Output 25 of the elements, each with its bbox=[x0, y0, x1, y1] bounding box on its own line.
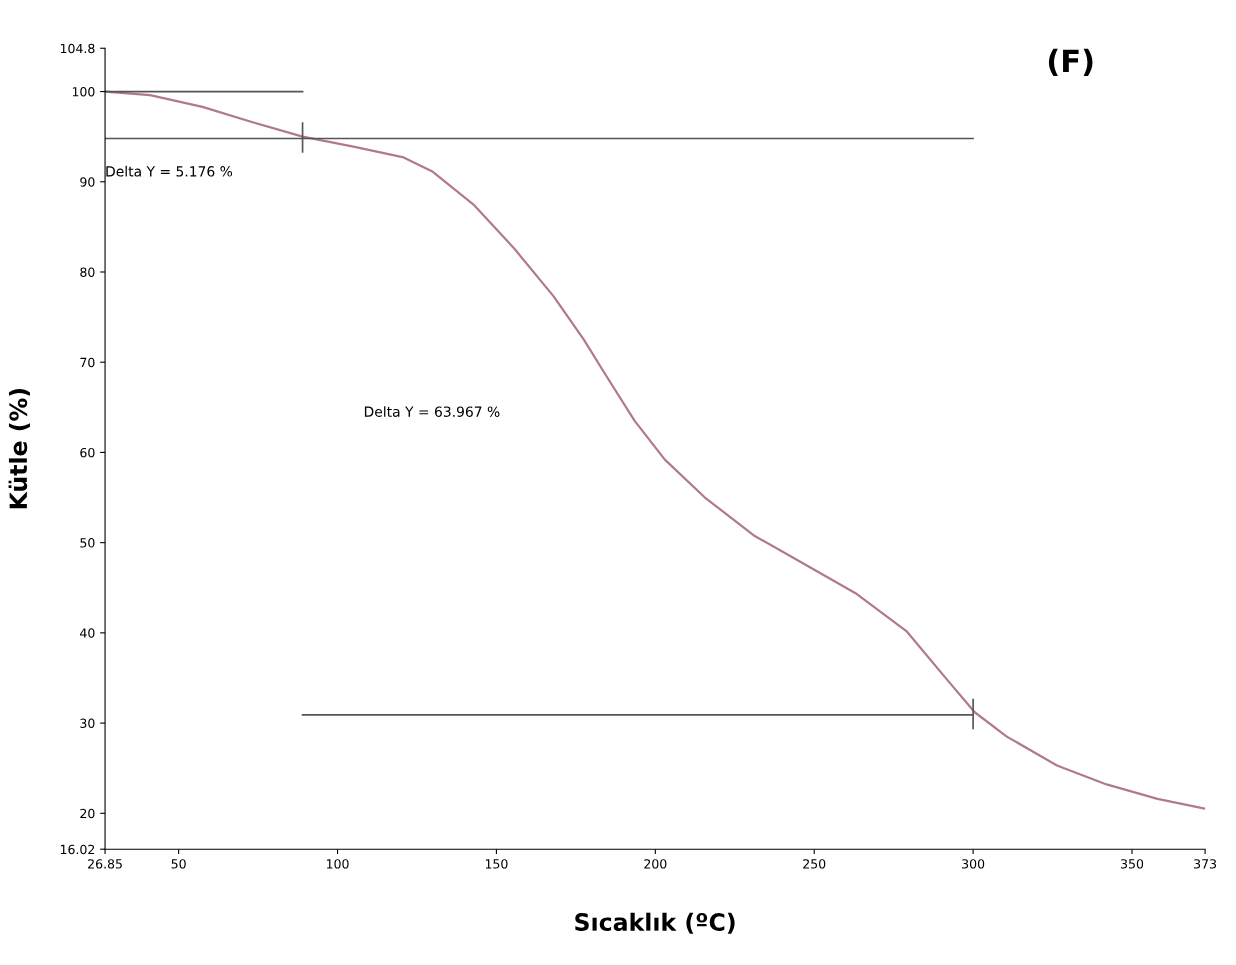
x-tick-label: 26.85 bbox=[88, 859, 122, 869]
annotation: Delta Y = 63.967 % bbox=[364, 406, 500, 417]
x-axis-title: Sıcaklık (ºC) bbox=[575, 912, 735, 934]
x-tick-label: 373 bbox=[1194, 859, 1217, 869]
y-tick-label: 70 bbox=[80, 357, 95, 368]
y-tick-label: 60 bbox=[80, 447, 95, 458]
x-tick-label: 150 bbox=[485, 859, 508, 869]
y-tick-label: 100 bbox=[72, 87, 95, 97]
chart-title: (F) bbox=[1048, 48, 1093, 76]
y-axis-title: Kütle (%) bbox=[8, 388, 30, 509]
y-tick-label: 40 bbox=[80, 628, 95, 638]
annotation: Delta Y = 5.176 % bbox=[106, 165, 233, 177]
x-tick-label: 350 bbox=[1121, 859, 1144, 869]
y-tick-label: 20 bbox=[80, 808, 95, 819]
x-tick-label: 200 bbox=[644, 859, 667, 869]
y-tick-label: 50 bbox=[80, 538, 95, 548]
y-tick-label: 80 bbox=[80, 267, 95, 277]
x-tick-label: 100 bbox=[326, 859, 349, 869]
y-tick-label: 30 bbox=[80, 718, 95, 728]
y-tick-label: 16.02 bbox=[60, 844, 95, 855]
x-tick-label: 300 bbox=[962, 859, 985, 869]
y-tick-label: 104.8 bbox=[60, 43, 95, 54]
y-tick-label: 90 bbox=[80, 177, 95, 187]
x-tick-label: 250 bbox=[803, 859, 826, 869]
x-tick-label: 50 bbox=[171, 859, 186, 869]
